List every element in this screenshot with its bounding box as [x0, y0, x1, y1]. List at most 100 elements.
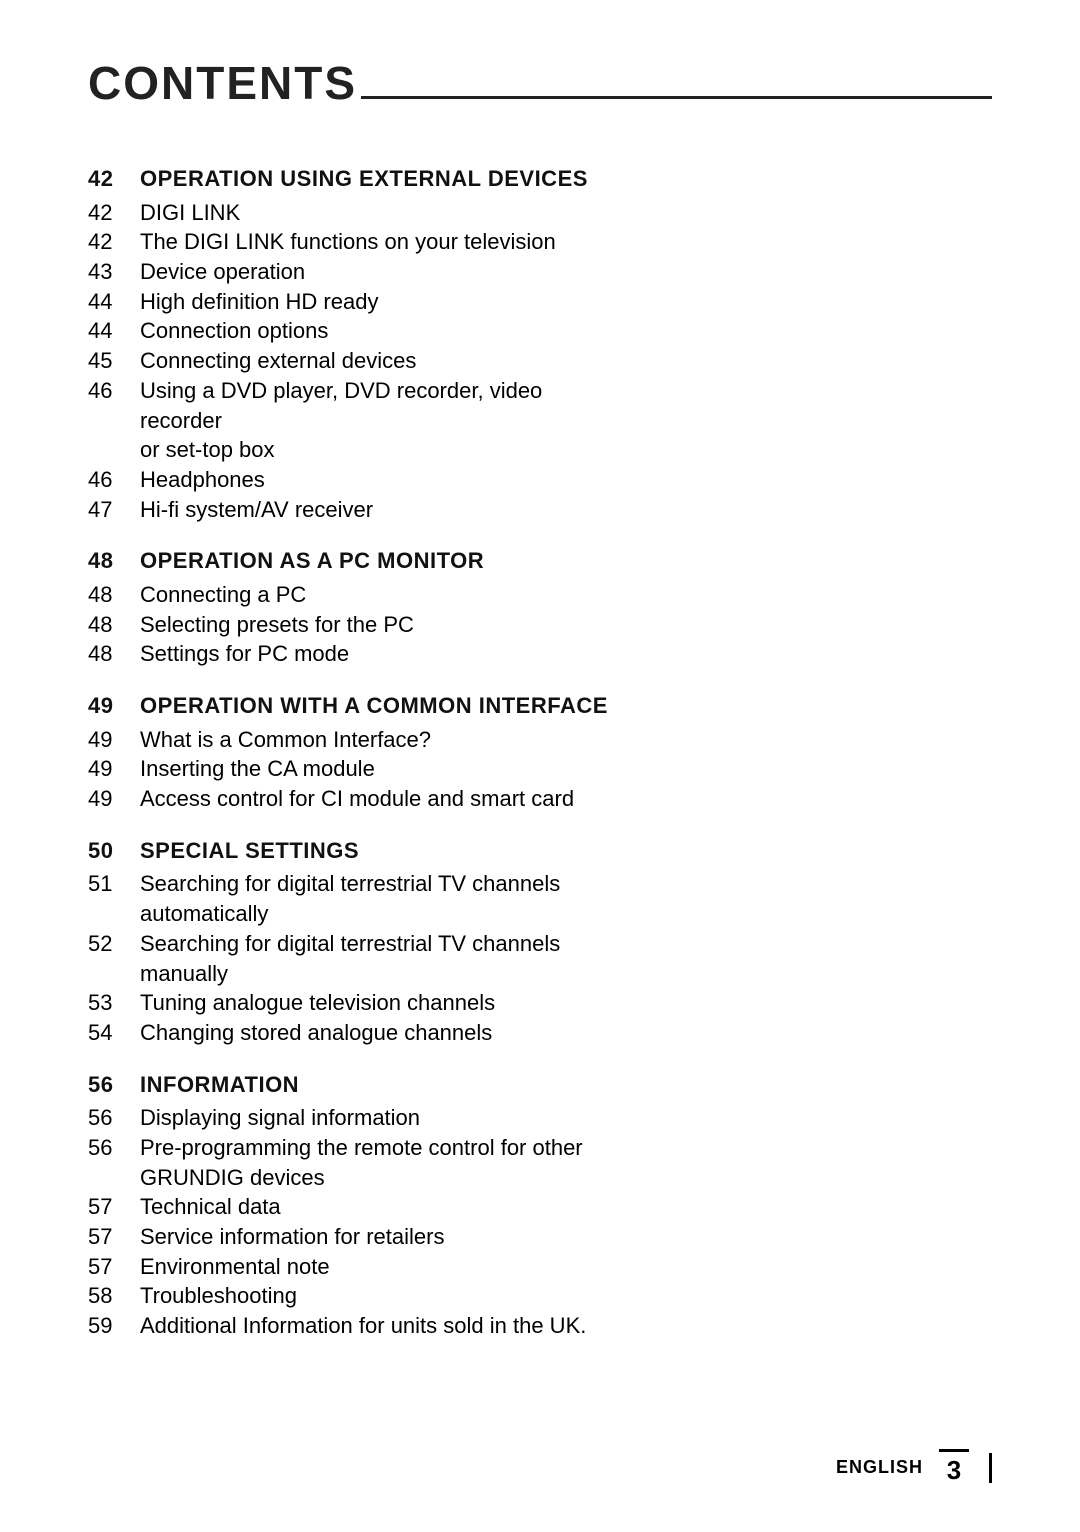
page-title: CONTENTS — [88, 56, 357, 110]
toc-page-number: 56 — [88, 1133, 140, 1163]
toc-heading-text: SPECIAL SETTINGS — [140, 836, 608, 866]
toc-page-number: 44 — [88, 287, 140, 317]
toc-item-text: Service information for retailers — [140, 1222, 608, 1252]
footer-language: ENGLISH — [836, 1457, 923, 1478]
toc-item: 54Changing stored analogue channels — [88, 1018, 608, 1048]
toc-page-number: 56 — [88, 1103, 140, 1133]
toc-item: 57Service information for retailers — [88, 1222, 608, 1252]
toc-section-heading: 56INFORMATION — [88, 1070, 608, 1100]
toc-page-number: 57 — [88, 1252, 140, 1282]
table-of-contents: 42OPERATION USING EXTERNAL DEVICES42DIGI… — [88, 164, 608, 1341]
toc-item-text: Headphones — [140, 465, 608, 495]
toc-item-text: Changing stored analogue channels — [140, 1018, 608, 1048]
toc-item-text: Using a DVD player, DVD recorder, video … — [140, 376, 608, 435]
toc-item-text: Environmental note — [140, 1252, 608, 1282]
toc-item-text: Additional Information for units sold in… — [140, 1311, 608, 1341]
toc-section-heading: 48OPERATION AS A PC MONITOR — [88, 546, 608, 576]
toc-item: 53Tuning analogue television channels — [88, 988, 608, 1018]
toc-page-number: 49 — [88, 784, 140, 814]
toc-page-number: 48 — [88, 610, 140, 640]
toc-item-text: Technical data — [140, 1192, 608, 1222]
toc-item-text: Connecting a PC — [140, 580, 608, 610]
toc-item: 47Hi-fi system/AV receiver — [88, 495, 608, 525]
toc-item-text: Searching for digital terrestrial TV cha… — [140, 869, 608, 928]
contents-page: CONTENTS 42OPERATION USING EXTERNAL DEVI… — [0, 0, 1080, 1532]
toc-item-text: The DIGI LINK functions on your televisi… — [140, 227, 608, 257]
toc-page-number: 57 — [88, 1222, 140, 1252]
toc-section-heading: 42OPERATION USING EXTERNAL DEVICES — [88, 164, 608, 194]
toc-item: 48Selecting presets for the PC — [88, 610, 608, 640]
toc-item: 42The DIGI LINK functions on your televi… — [88, 227, 608, 257]
toc-item: 44Connection options — [88, 316, 608, 346]
toc-heading-text: INFORMATION — [140, 1070, 608, 1100]
toc-item-text: Access control for CI module and smart c… — [140, 784, 608, 814]
toc-item: 56Displaying signal information — [88, 1103, 608, 1133]
toc-item: 48Settings for PC mode — [88, 639, 608, 669]
toc-item: 49What is a Common Interface? — [88, 725, 608, 755]
toc-heading-text: OPERATION USING EXTERNAL DEVICES — [140, 164, 608, 194]
title-row: CONTENTS — [88, 56, 992, 110]
toc-page-number: 58 — [88, 1281, 140, 1311]
toc-heading-text: OPERATION AS A PC MONITOR — [140, 546, 608, 576]
toc-item-text: What is a Common Interface? — [140, 725, 608, 755]
toc-page-number: 50 — [88, 836, 140, 866]
toc-page-number: 46 — [88, 465, 140, 495]
toc-item: 46Using a DVD player, DVD recorder, vide… — [88, 376, 608, 435]
toc-page-number: 49 — [88, 725, 140, 755]
toc-section-heading: 50SPECIAL SETTINGS — [88, 836, 608, 866]
title-rule — [361, 96, 992, 99]
toc-page-number: 47 — [88, 495, 140, 525]
toc-item-text: Inserting the CA module — [140, 754, 608, 784]
footer-page-number: 3 — [939, 1449, 969, 1486]
toc-item: 46Headphones — [88, 465, 608, 495]
toc-item-text: Troubleshooting — [140, 1281, 608, 1311]
toc-item-text: Tuning analogue television channels — [140, 988, 608, 1018]
toc-item: 49Inserting the CA module — [88, 754, 608, 784]
toc-item-text: Pre-programming the remote control for o… — [140, 1133, 608, 1192]
toc-page-number: 53 — [88, 988, 140, 1018]
toc-item-text: Selecting presets for the PC — [140, 610, 608, 640]
toc-item: 58Troubleshooting — [88, 1281, 608, 1311]
toc-section-heading: 49OPERATION WITH A COMMON INTERFACE — [88, 691, 608, 721]
toc-item-text: Hi-fi system/AV receiver — [140, 495, 608, 525]
toc-item: 44High definition HD ready — [88, 287, 608, 317]
toc-item-text: Searching for digital terrestrial TV cha… — [140, 929, 608, 988]
toc-page-number: 44 — [88, 316, 140, 346]
toc-page-number: 43 — [88, 257, 140, 287]
toc-item: 43Device operation — [88, 257, 608, 287]
toc-page-number: 59 — [88, 1311, 140, 1341]
toc-item: 52Searching for digital terrestrial TV c… — [88, 929, 608, 988]
toc-item-text: Connecting external devices — [140, 346, 608, 376]
toc-item: 42DIGI LINK — [88, 198, 608, 228]
toc-page-number: 49 — [88, 691, 140, 721]
toc-item-text: Device operation — [140, 257, 608, 287]
toc-item-continuation: or set-top box — [88, 435, 608, 465]
toc-page-number: 51 — [88, 869, 140, 899]
toc-page-number: 42 — [88, 198, 140, 228]
toc-page-number: 48 — [88, 546, 140, 576]
toc-item: 48Connecting a PC — [88, 580, 608, 610]
toc-page-number: 42 — [88, 227, 140, 257]
page-footer: ENGLISH 3 — [836, 1449, 992, 1486]
toc-item-text: Connection options — [140, 316, 608, 346]
toc-page-number: 57 — [88, 1192, 140, 1222]
toc-item: 57Technical data — [88, 1192, 608, 1222]
toc-item: 57Environmental note — [88, 1252, 608, 1282]
toc-page-number: 45 — [88, 346, 140, 376]
toc-item-text: Displaying signal information — [140, 1103, 608, 1133]
toc-item-text: High definition HD ready — [140, 287, 608, 317]
toc-item-text: DIGI LINK — [140, 198, 608, 228]
toc-item: 56Pre-programming the remote control for… — [88, 1133, 608, 1192]
toc-item: 45Connecting external devices — [88, 346, 608, 376]
toc-page-number: 56 — [88, 1070, 140, 1100]
toc-page-number: 42 — [88, 164, 140, 194]
toc-page-number: 54 — [88, 1018, 140, 1048]
toc-page-number: 48 — [88, 639, 140, 669]
toc-page-number: 46 — [88, 376, 140, 406]
toc-item: 49Access control for CI module and smart… — [88, 784, 608, 814]
toc-item: 59Additional Information for units sold … — [88, 1311, 608, 1341]
toc-page-number: 49 — [88, 754, 140, 784]
toc-page-number: 52 — [88, 929, 140, 959]
toc-heading-text: OPERATION WITH A COMMON INTERFACE — [140, 691, 608, 721]
toc-item: 51Searching for digital terrestrial TV c… — [88, 869, 608, 928]
